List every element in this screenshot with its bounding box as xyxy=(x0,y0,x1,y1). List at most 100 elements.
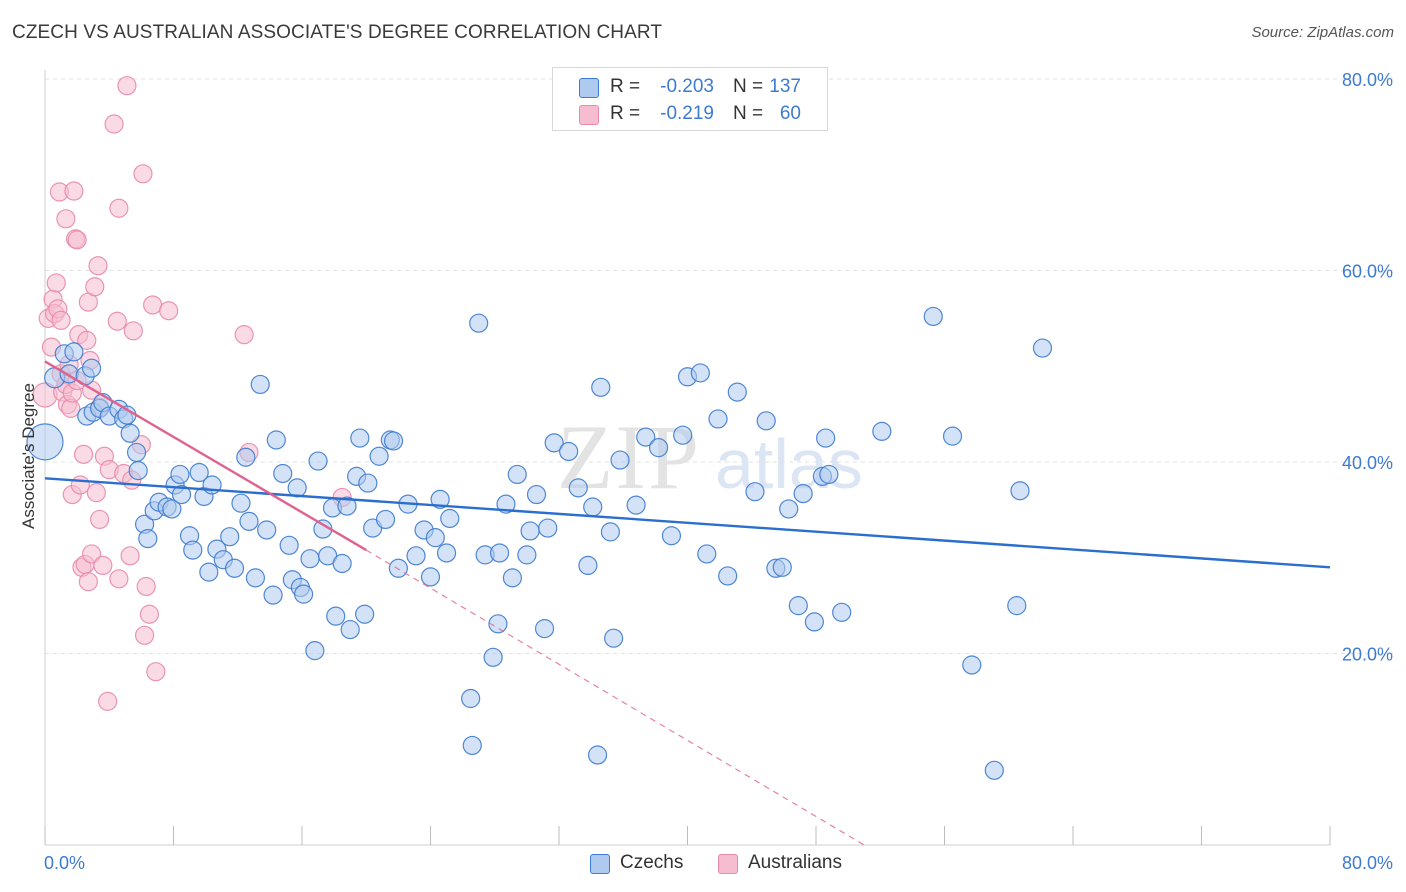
legend-r-label: R = xyxy=(610,76,641,97)
czechs-point xyxy=(1010,481,1030,501)
australians-point xyxy=(123,321,143,341)
czechs-point xyxy=(779,499,799,519)
australians-points xyxy=(32,76,352,711)
australians-point xyxy=(73,444,94,464)
czechs-point xyxy=(236,447,256,467)
legend-r-value: -0.203 xyxy=(660,76,714,97)
czechs-point xyxy=(942,426,963,446)
australians-point xyxy=(107,311,127,331)
czechs-point xyxy=(517,545,537,565)
czechs-point xyxy=(772,557,792,577)
czechs-point xyxy=(171,484,192,505)
czechs-points xyxy=(26,306,1053,780)
x-tick-label: 0.0% xyxy=(44,853,85,873)
australians-point xyxy=(90,509,110,530)
czechs-point xyxy=(718,566,738,586)
australians-point xyxy=(117,76,137,96)
czechs-point xyxy=(294,584,314,604)
czechs-point xyxy=(626,495,646,515)
legend-n-label: N = xyxy=(733,76,764,97)
czechs-point xyxy=(587,745,608,765)
czechs-point xyxy=(534,619,555,639)
czechs-legend-label: Czechs xyxy=(620,852,684,873)
czechs-point xyxy=(326,606,346,626)
australians-point xyxy=(56,209,76,229)
australians-point xyxy=(77,330,97,350)
czechs-point xyxy=(305,641,325,661)
czechs-point xyxy=(375,509,396,530)
czechs-point xyxy=(648,438,669,458)
legend-n-label: N = xyxy=(733,103,764,124)
czechs-point xyxy=(64,342,84,362)
australians-point xyxy=(98,691,118,711)
czechs-point xyxy=(690,363,710,383)
czechs-point xyxy=(1007,596,1027,616)
australians-point xyxy=(104,114,124,134)
czechs-point xyxy=(263,585,283,605)
grid-lines xyxy=(45,78,1394,654)
legend-r-value: -0.219 xyxy=(660,103,714,124)
czechs-point xyxy=(340,619,360,640)
czechs-point xyxy=(358,473,378,493)
czechs-point xyxy=(308,451,328,471)
czechs-point xyxy=(583,497,603,517)
y-tick-label: 80.0% xyxy=(1342,70,1393,90)
czechs-point xyxy=(332,553,352,574)
australians-point xyxy=(70,475,90,495)
australians-point xyxy=(86,483,107,503)
czechs-point xyxy=(257,520,277,540)
czechs-point xyxy=(819,464,839,485)
czechs-point xyxy=(383,431,404,451)
czechs-point xyxy=(250,374,270,395)
czechs-point xyxy=(600,522,621,542)
czechs-point xyxy=(544,433,564,453)
source-label: Source: ZipAtlas.com xyxy=(1251,24,1394,41)
australians-point xyxy=(46,273,66,293)
australians-point xyxy=(133,164,153,184)
czechs-point xyxy=(697,544,717,564)
czechs-point xyxy=(273,463,293,484)
watermark-atlas: atlas xyxy=(715,425,863,503)
czechs-point xyxy=(355,604,375,624)
australians-point xyxy=(78,572,98,592)
legend-r-label: R = xyxy=(610,103,641,124)
australians-point xyxy=(136,576,156,597)
legend-n-value: 137 xyxy=(769,76,801,97)
czechs-point xyxy=(183,540,203,560)
czechs-point xyxy=(231,493,251,513)
czechs-point xyxy=(727,382,747,402)
czechs-point xyxy=(661,526,682,546)
czechs-point xyxy=(266,430,286,450)
australians-point xyxy=(159,301,179,321)
czechs-point xyxy=(745,482,765,502)
czechs-point xyxy=(568,478,588,498)
australians-point xyxy=(134,625,155,645)
czechs-point xyxy=(673,425,693,445)
czechs-point xyxy=(1032,338,1053,358)
australians-point xyxy=(146,662,166,682)
australians-point xyxy=(143,295,163,315)
legend-row-czechs: R = -0.203 N = 137 xyxy=(553,73,827,101)
trend-lines xyxy=(44,360,1331,846)
x-tick-label: 80.0% xyxy=(1342,853,1393,873)
australians-point xyxy=(85,277,105,297)
x-tick-labels: 0.0% 80.0% xyxy=(44,853,1393,873)
australians-trend-extension xyxy=(365,549,865,846)
australians-trend-line xyxy=(44,360,367,552)
czechs-point xyxy=(337,496,357,516)
czechs-point xyxy=(832,602,852,622)
czechs-point xyxy=(425,528,445,548)
czechs-point xyxy=(436,543,457,563)
y-axis-label: Associate's Degree xyxy=(19,383,38,529)
czechs-point xyxy=(984,760,1004,780)
czechs-point xyxy=(816,428,836,448)
australians-point xyxy=(81,544,102,564)
czechs-point xyxy=(578,555,598,576)
australians-point xyxy=(139,604,160,624)
czechs-point xyxy=(461,688,481,709)
czechs-point xyxy=(591,377,611,397)
australians-point xyxy=(109,569,129,589)
czechs-point xyxy=(199,562,219,582)
czechs-point xyxy=(224,558,245,578)
